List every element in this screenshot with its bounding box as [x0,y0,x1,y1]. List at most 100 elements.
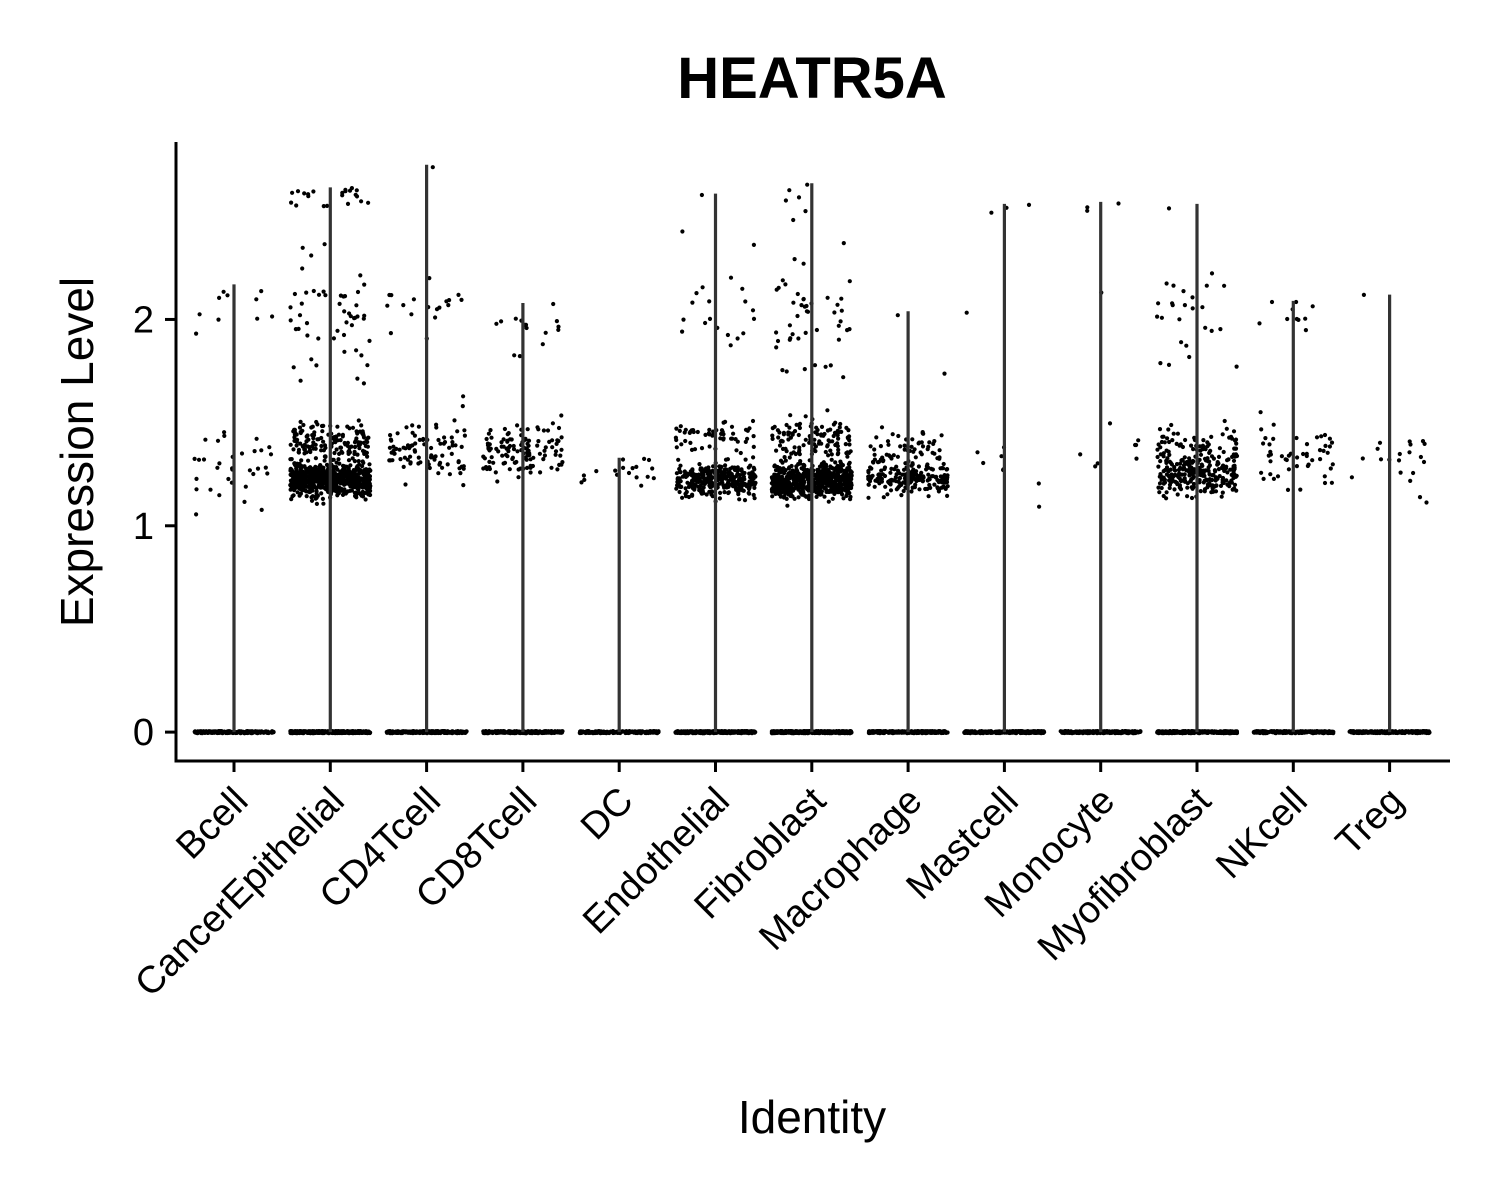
data-point [835,452,840,457]
data-point [401,464,406,469]
data-point [780,460,785,465]
data-point [941,461,946,467]
data-point [942,729,947,734]
data-point [300,428,305,433]
data-point [888,488,894,493]
data-point [524,731,529,736]
data-point [771,475,776,480]
data-point [801,443,806,448]
data-point [554,319,560,324]
data-point [787,455,792,460]
data-point [542,730,548,735]
data-point [797,461,803,466]
data-point [550,421,556,426]
data-point [842,730,848,736]
data-point [825,443,830,448]
data-point [780,368,785,373]
data-point [352,490,357,495]
data-point [940,466,946,471]
data-point [676,457,681,462]
data-point [408,454,413,459]
data-point [255,316,260,321]
data-point [304,729,310,735]
data-point [924,464,930,469]
data-point [745,436,750,441]
data-point [699,729,705,734]
data-point [294,203,299,208]
data-point [843,480,849,485]
data-point [446,303,451,308]
data-point [812,730,817,736]
data-point [678,463,683,468]
data-point [729,424,735,429]
data-point [774,448,779,453]
data-point [304,290,309,295]
data-point [675,483,680,488]
data-point [881,729,886,734]
data-point [201,457,207,462]
data-point [677,489,682,495]
data-point [788,413,793,418]
data-point [677,466,682,472]
data-point [829,457,834,462]
data-point [650,466,655,471]
data-point [355,289,361,295]
data-point [458,471,463,476]
data-point [775,338,781,344]
data-point [623,730,628,736]
data-point [806,476,811,481]
data-point [538,470,543,475]
data-point [708,729,713,734]
data-point [867,729,872,734]
data-point [304,321,310,326]
data-point [410,423,415,428]
data-point [746,486,752,492]
data-point [901,467,907,472]
data-point [215,438,221,443]
data-point [559,413,564,418]
data-point [917,487,922,492]
data-point [334,479,339,484]
data-point [319,443,324,449]
data-point [405,443,411,448]
data-point [461,483,466,488]
data-point [933,730,938,735]
data-point [900,472,905,477]
data-point [360,448,366,453]
data-point [909,489,914,494]
data-point [796,495,801,500]
data-point [805,182,810,187]
data-point [881,495,886,500]
data-point [795,313,800,319]
data-point [879,425,885,430]
data-point [829,477,834,482]
data-point [892,478,897,483]
data-point [358,273,363,278]
data-point [752,482,757,487]
data-point [294,443,299,448]
data-point [581,473,587,478]
data-point [844,471,849,476]
data-point [559,435,564,440]
data-point [787,188,792,193]
data-point [312,430,317,435]
data-point [825,408,830,413]
data-point [290,494,295,499]
data-point [494,321,499,326]
data-point [847,438,852,443]
data-point [215,465,220,470]
data-point [929,466,934,471]
data-point [838,319,843,324]
data-point [784,422,789,428]
data-point [843,442,848,447]
data-point [735,466,740,471]
data-point [447,445,452,450]
data-point [560,460,565,465]
data-point [319,475,324,480]
data-point [644,730,649,736]
data-point [291,447,296,452]
data-point [505,439,510,444]
data-point [336,457,341,462]
data-point [455,429,460,434]
data-point [337,301,342,306]
